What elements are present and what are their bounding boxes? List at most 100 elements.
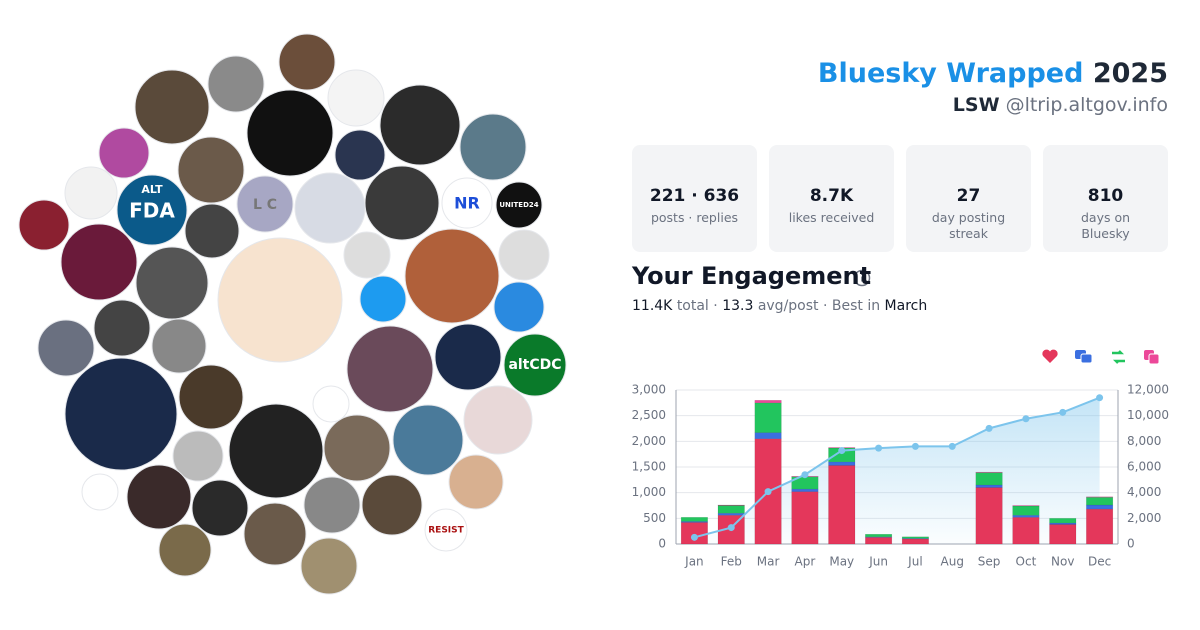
x-tick-label: Aug bbox=[941, 555, 964, 569]
bar-segment bbox=[1049, 524, 1077, 545]
avatar[interactable] bbox=[243, 502, 307, 566]
line-point bbox=[1059, 408, 1067, 416]
x-tick-label: Oct bbox=[1016, 555, 1037, 569]
avatar[interactable] bbox=[93, 299, 151, 357]
avatar[interactable] bbox=[116, 174, 188, 246]
avatar[interactable] bbox=[434, 323, 502, 391]
avatar[interactable] bbox=[236, 175, 294, 233]
info-icon[interactable] bbox=[853, 269, 871, 287]
avatar[interactable] bbox=[64, 166, 118, 220]
user: LSW @ltrip.altgov.info bbox=[953, 94, 1168, 116]
x-tick-label: Feb bbox=[721, 555, 742, 569]
line bbox=[694, 396, 1100, 539]
avatar[interactable] bbox=[300, 537, 358, 595]
y-tick-label: 500 bbox=[643, 511, 666, 525]
avatar[interactable] bbox=[37, 319, 95, 377]
handle[interactable]: @ltrip.altgov.info bbox=[1005, 94, 1168, 116]
y-tick-label: 1,500 bbox=[632, 460, 666, 474]
avatar[interactable] bbox=[327, 69, 385, 127]
avatar[interactable] bbox=[493, 281, 545, 333]
y2-tick-label: 0 bbox=[1127, 537, 1135, 551]
avatar[interactable] bbox=[323, 414, 391, 482]
avatar[interactable] bbox=[228, 403, 324, 499]
bar-segment bbox=[1012, 505, 1040, 507]
stat-label: days on Bluesky bbox=[1080, 210, 1131, 241]
avg-label: avg/post · Best in bbox=[757, 298, 881, 314]
stat-label: day posting streak bbox=[931, 210, 1006, 241]
avatar[interactable] bbox=[343, 231, 391, 279]
avatar[interactable] bbox=[81, 473, 119, 511]
y2-tick-label: 6,000 bbox=[1127, 460, 1161, 474]
line-point bbox=[727, 524, 735, 532]
y-tick-label: 1,000 bbox=[632, 485, 666, 499]
y-tick-label: 2,500 bbox=[632, 408, 666, 422]
bar-segment bbox=[828, 461, 856, 466]
avatar[interactable] bbox=[463, 385, 533, 455]
line-point bbox=[1096, 394, 1104, 402]
avatar[interactable] bbox=[294, 172, 366, 244]
avatar[interactable] bbox=[207, 55, 265, 113]
avatar[interactable] bbox=[278, 33, 336, 91]
avatar[interactable] bbox=[172, 430, 224, 482]
best-month: March bbox=[884, 298, 928, 314]
avatar[interactable] bbox=[151, 318, 207, 374]
x-tick-label: Jun bbox=[868, 555, 888, 569]
avatar[interactable] bbox=[312, 385, 350, 423]
y2-tick-label: 8,000 bbox=[1127, 434, 1161, 448]
bar-segment bbox=[754, 402, 782, 433]
avatar[interactable] bbox=[359, 275, 407, 323]
avatar[interactable] bbox=[60, 223, 138, 301]
avatar[interactable] bbox=[178, 364, 244, 430]
y2-tick-label: 12,000 bbox=[1127, 383, 1169, 397]
legend-likes[interactable] bbox=[1042, 349, 1058, 363]
avatar[interactable] bbox=[217, 237, 343, 363]
section-title: Your Engagement bbox=[632, 262, 872, 290]
bar-segment bbox=[754, 400, 782, 404]
avatar[interactable] bbox=[346, 325, 434, 413]
avatar[interactable] bbox=[448, 454, 504, 510]
avatar[interactable] bbox=[184, 203, 240, 259]
avatar[interactable] bbox=[498, 229, 550, 281]
avatar[interactable] bbox=[503, 333, 567, 397]
avatar[interactable] bbox=[334, 129, 386, 181]
avatar[interactable] bbox=[134, 69, 210, 145]
bar-segment bbox=[865, 536, 893, 538]
avatar[interactable] bbox=[364, 165, 440, 241]
bar-segment bbox=[828, 465, 856, 545]
bar-segment bbox=[1086, 504, 1114, 510]
title-text: Bluesky Wrapped bbox=[817, 58, 1084, 89]
avatar[interactable] bbox=[495, 181, 543, 229]
stat-label: posts · replies bbox=[650, 210, 739, 225]
avatar[interactable] bbox=[361, 474, 423, 536]
avatar[interactable] bbox=[135, 246, 209, 320]
year: 2025 bbox=[1092, 58, 1168, 89]
avatar[interactable] bbox=[303, 476, 361, 534]
stat-value: 810 bbox=[1087, 186, 1124, 206]
avatar[interactable] bbox=[98, 127, 150, 179]
bar-segment bbox=[901, 538, 929, 545]
avatar[interactable] bbox=[424, 508, 468, 552]
avatar[interactable] bbox=[246, 89, 334, 177]
avatar-text: UNITED24 bbox=[499, 201, 538, 209]
avatar[interactable] bbox=[64, 357, 178, 471]
bar-segment bbox=[901, 536, 929, 539]
bar-segment bbox=[1012, 505, 1040, 516]
avatar[interactable] bbox=[191, 479, 249, 537]
avatar[interactable] bbox=[18, 199, 70, 251]
avatar[interactable] bbox=[459, 113, 527, 181]
line-point bbox=[764, 488, 772, 496]
avatar[interactable] bbox=[126, 464, 192, 530]
avatar[interactable] bbox=[379, 84, 461, 166]
bar-segment bbox=[975, 487, 1003, 545]
legend-reposts[interactable] bbox=[1112, 350, 1125, 364]
avatar[interactable] bbox=[404, 228, 500, 324]
line-point bbox=[911, 442, 919, 450]
avatar[interactable] bbox=[441, 177, 493, 229]
stat-value: 27 bbox=[956, 186, 981, 206]
avatar[interactable] bbox=[177, 136, 245, 204]
avatar[interactable] bbox=[158, 523, 212, 577]
bar-segment bbox=[680, 517, 708, 522]
avatar[interactable] bbox=[392, 404, 464, 476]
bar-segment bbox=[1012, 515, 1040, 518]
